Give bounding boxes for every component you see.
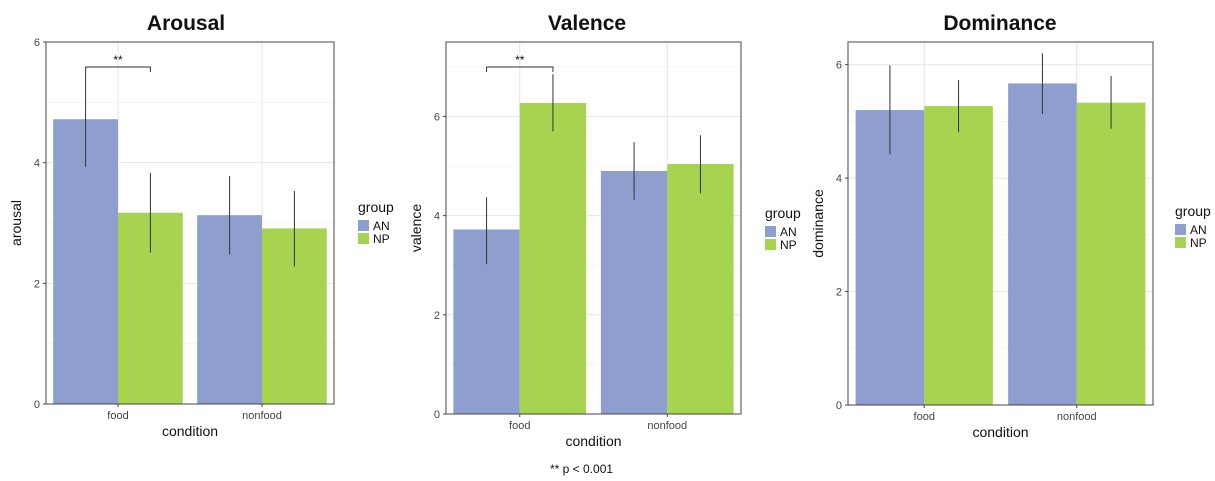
bar-NP-food (519, 103, 587, 415)
significance-bracket (486, 66, 554, 72)
chart-title: Arousal (147, 12, 225, 35)
significance-marker: ** (113, 53, 123, 67)
y-axis-title: valence (408, 204, 424, 252)
y-tick-label: 4 (34, 158, 40, 170)
significance-marker: ** (515, 53, 525, 67)
x-tick-label: nonfood (242, 410, 282, 422)
x-axis-title: condition (972, 424, 1028, 440)
y-tick-label: 2 (34, 278, 40, 290)
y-tick-label: 0 (34, 399, 40, 411)
y-tick-label: 2 (836, 287, 842, 299)
x-tick-label: food (914, 411, 935, 423)
y-tick-label: 6 (434, 111, 440, 123)
x-axis-title: condition (162, 423, 218, 439)
legend-swatch-AN (765, 226, 776, 237)
legend-swatch-NP (358, 233, 369, 244)
bar-AN-nonfood (600, 170, 668, 414)
x-axis-title: condition (565, 433, 621, 449)
legend-title: group (765, 205, 801, 221)
legend-swatch-NP (765, 239, 776, 250)
legend-swatch-AN (358, 220, 369, 231)
y-tick-label: 0 (434, 409, 440, 421)
x-tick-label: nonfood (647, 420, 687, 432)
plot-border (847, 41, 1154, 406)
legend-label-AN: AN (373, 219, 390, 233)
plot-border (45, 41, 335, 405)
legend-swatch-AN (1175, 224, 1186, 235)
y-tick-label: 6 (836, 60, 842, 72)
significance-footnote: ** p < 0.001 (550, 462, 614, 476)
y-tick-label: 4 (836, 173, 842, 185)
legend-title: group (1175, 203, 1211, 219)
y-tick-label: 2 (434, 310, 440, 322)
chart-title: Valence (548, 12, 626, 35)
legend-label-NP: NP (1190, 236, 1207, 250)
legend-label-AN: AN (780, 225, 797, 239)
bar-AN-food (855, 110, 925, 405)
legend-swatch-NP (1175, 237, 1186, 248)
x-tick-label: nonfood (1057, 411, 1097, 423)
y-axis-title: dominance (810, 189, 826, 258)
legend-title: group (358, 199, 394, 215)
chart-title: Dominance (943, 12, 1056, 35)
y-tick-label: 4 (434, 211, 440, 223)
legend-label-NP: NP (780, 238, 797, 252)
y-axis-title: arousal (8, 200, 24, 246)
x-tick-label: food (509, 420, 530, 432)
bar-NP-food (924, 106, 993, 405)
y-tick-label: 6 (34, 37, 40, 49)
chart-valence: ** 0 2 4 6 food nonfood condition valence Valence… (408, 12, 801, 449)
bar-AN-nonfood (1008, 83, 1077, 405)
significance-bracket (85, 66, 151, 72)
chart-arousal: ** 0 2 4 6 food nonfood condition arousal Arousal… (8, 12, 394, 439)
bar-NP-nonfood (1076, 102, 1146, 406)
plot-border (445, 41, 742, 415)
chart-dominance: 0 2 4 6 food nonfood condition dominance Dominan… (810, 12, 1211, 440)
legend-label-AN: AN (1190, 223, 1207, 237)
y-tick-label: 0 (836, 400, 842, 412)
legend-label-NP: NP (373, 232, 390, 246)
bar-NP-nonfood (667, 164, 734, 414)
x-tick-label: food (107, 410, 128, 422)
